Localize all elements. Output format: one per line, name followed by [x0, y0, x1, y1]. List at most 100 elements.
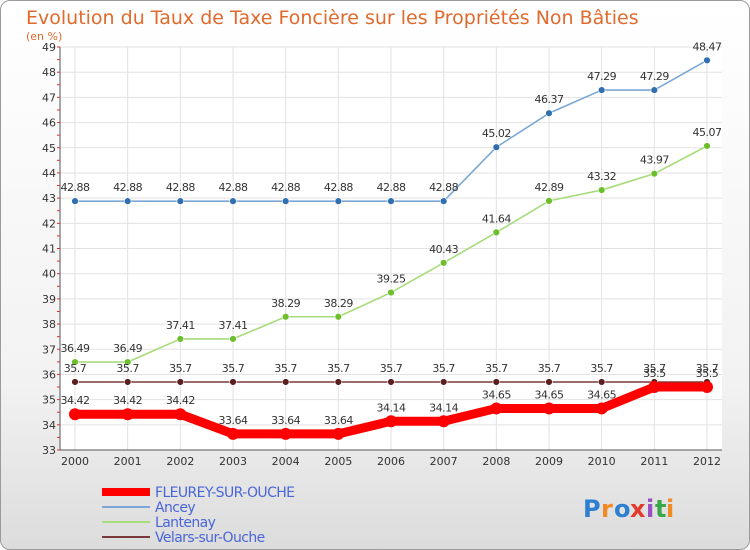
y-tick-label: 35: [42, 394, 56, 407]
data-label: 34.65: [482, 388, 511, 401]
legend-label: Ancey: [155, 500, 195, 516]
series-point: [492, 378, 501, 386]
data-label: 38.29: [324, 297, 353, 310]
x-tick-label: 2004: [272, 455, 300, 468]
legend-label: FLEUREY-SUR-OUCHE: [155, 485, 294, 501]
y-tick-label: 39: [42, 293, 56, 306]
series-point: [334, 313, 343, 321]
y-tick-label: 44: [42, 167, 56, 180]
series-point: [385, 415, 397, 428]
data-label: 45.07: [693, 126, 722, 139]
x-tick-label: 2003: [219, 455, 247, 468]
legend: FLEUREY-SUR-OUCHEAnceyLantenayVelars-sur…: [102, 485, 295, 546]
series-point: [387, 197, 395, 205]
series-point: [701, 381, 713, 394]
series-point: [703, 142, 711, 150]
x-tick-label: 2008: [482, 455, 510, 468]
data-label: 35.7: [696, 362, 719, 375]
data-label: 39.25: [377, 273, 406, 286]
series-point: [174, 408, 187, 421]
x-tick-label: 2006: [377, 455, 405, 468]
data-label: 34.42: [113, 394, 142, 407]
series-point: [597, 186, 606, 194]
series-point: [69, 408, 81, 421]
y-tick-label: 46: [42, 117, 56, 130]
series-point: [650, 169, 659, 178]
y-tick-label: 36: [42, 368, 56, 381]
data-label: 42.88: [324, 181, 353, 194]
data-label: 35.5: [696, 367, 719, 380]
series-point: [597, 378, 606, 386]
legend-label: Lantenay: [155, 515, 216, 531]
data-label: 42.88: [61, 181, 90, 194]
logo-letter: r: [601, 495, 613, 523]
y-tick-label: 43: [42, 192, 56, 205]
series-point: [545, 109, 553, 117]
series-point: [229, 335, 237, 343]
data-label: 45.02: [482, 127, 511, 140]
series-point: [650, 86, 659, 94]
logo-letter: i: [666, 495, 674, 523]
data-label: 36.49: [61, 342, 90, 355]
series-point: [492, 143, 501, 151]
data-label: 34.65: [535, 388, 564, 401]
chart-title: Evolution du Taux de Taxe Foncière sur l…: [26, 7, 639, 29]
y-tick-label: 34: [42, 419, 56, 432]
logo-letter: t: [655, 495, 666, 523]
data-label: 41.64: [482, 212, 511, 225]
data-label: 42.88: [377, 181, 406, 194]
series-point: [229, 378, 237, 386]
data-label: 42.88: [271, 181, 300, 194]
data-label: 35.7: [432, 362, 455, 375]
series-point: [492, 228, 501, 237]
data-label: 34.42: [61, 394, 90, 407]
y-tick-label: 49: [42, 41, 56, 54]
series-point: [71, 358, 79, 366]
series-point: [490, 402, 503, 415]
series-point: [439, 197, 448, 205]
data-label: 33.64: [324, 414, 353, 427]
data-label: 35.7: [64, 362, 87, 375]
series-point: [281, 378, 290, 386]
legend-label: Velars-sur-Ouche: [155, 530, 265, 546]
y-tick-label: 37: [42, 343, 56, 356]
y-tick-label: 33: [42, 444, 56, 457]
data-label: 33.64: [219, 414, 248, 427]
data-label: 42.88: [219, 181, 248, 194]
data-label: 35.7: [116, 362, 139, 375]
series-point: [543, 402, 555, 415]
data-label: 42.88: [113, 181, 142, 194]
y-tick-label: 40: [42, 268, 56, 281]
series-point: [176, 378, 185, 386]
data-label: 42.89: [535, 181, 564, 194]
series-point: [71, 197, 79, 205]
logo-letter: P: [583, 495, 601, 523]
x-tick-label: 2001: [114, 455, 142, 468]
axes: 33 34 35 36 37 38 39 40 41 42 43 44 45 46 47 48 49 2000 20…: [42, 41, 722, 468]
series-point: [597, 86, 606, 94]
series-point: [279, 427, 292, 440]
data-label: 40.43: [429, 243, 458, 256]
data-label: 47.29: [640, 70, 669, 83]
data-label: 35.7: [222, 362, 245, 375]
data-label: 43.32: [587, 170, 616, 183]
logo-letter: x: [630, 495, 646, 523]
data-label: 36.49: [113, 342, 142, 355]
chart-subtitle: (en %): [26, 30, 62, 43]
series-markers: [69, 56, 713, 440]
data-label: 47.29: [587, 70, 616, 83]
data-labels: 35.7 35.7 35.7 35.7 35.7 35.7 35.7 35.7 35.7 35.7…: [61, 40, 723, 427]
data-label: 35.7: [274, 362, 297, 375]
y-tick-label: 42: [42, 217, 56, 230]
series-point: [281, 313, 290, 321]
series-point: [439, 259, 448, 267]
series-point: [703, 56, 711, 65]
series-point: [176, 197, 185, 205]
series-point: [439, 378, 448, 386]
data-label: 42.88: [429, 181, 458, 194]
series-point: [227, 427, 239, 440]
series-point: [334, 378, 343, 386]
y-tick-label: 38: [42, 318, 56, 331]
y-tick-label: 48: [42, 66, 56, 79]
series-point: [176, 335, 185, 343]
